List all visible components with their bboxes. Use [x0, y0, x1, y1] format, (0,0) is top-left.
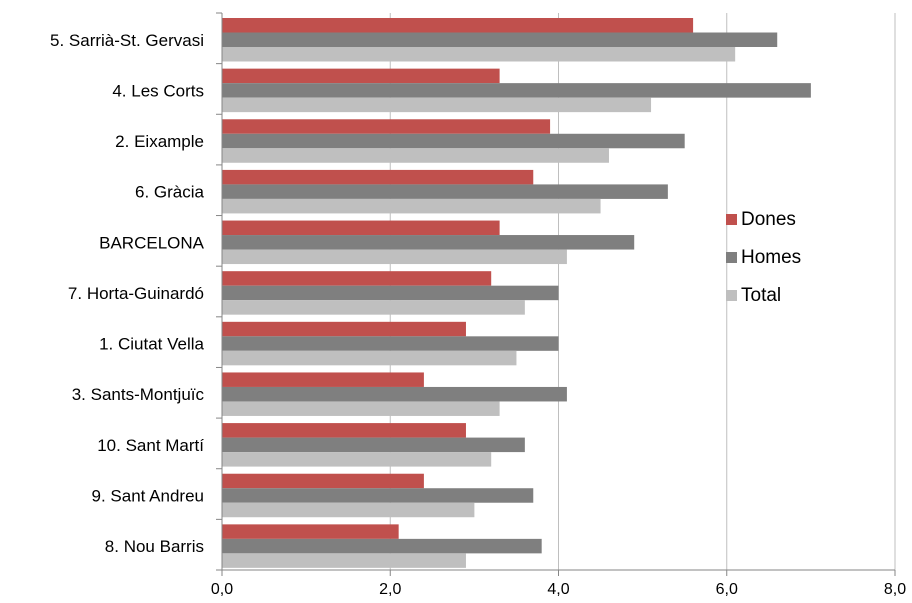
bar-dones: [222, 169, 534, 185]
x-tick-label: 2,0: [379, 581, 401, 598]
bar-homes: [222, 386, 567, 402]
category-label: 10. Sant Martí: [97, 436, 204, 455]
bar-total: [222, 502, 475, 518]
bar-dones: [222, 423, 466, 438]
bar-total: [222, 401, 500, 416]
bar-total: [222, 47, 736, 62]
bar-homes: [222, 336, 559, 351]
category-label: 5. Sarrià-St. Gervasi: [50, 31, 204, 50]
bar-dones: [222, 220, 500, 236]
category-label: 4. Les Corts: [112, 81, 204, 100]
category-label: 7. Horta-Guinardó: [68, 284, 204, 303]
bars: [222, 18, 811, 568]
category-labels: 5. Sarrià-St. Gervasi 4. Les Corts 2. Eixa…: [50, 31, 205, 556]
legend-swatch-total: [726, 290, 737, 301]
bar-total: [222, 198, 601, 214]
bar-homes: [222, 133, 685, 149]
bar-homes: [222, 538, 542, 554]
bar-total: [222, 350, 517, 366]
bar-dones: [222, 473, 424, 489]
legend: Dones Homes Total: [726, 209, 801, 306]
axes: [216, 12, 896, 576]
x-tick-label: 8,0: [884, 581, 906, 598]
bar-total: [222, 452, 492, 467]
bar-total: [222, 553, 466, 568]
bar-total: [222, 97, 652, 113]
category-label: 9. Sant Andreu: [92, 486, 204, 505]
bar-dones: [222, 119, 551, 134]
category-label: 6. Gràcia: [135, 183, 205, 202]
bar-homes: [222, 488, 534, 503]
category-label: 1. Ciutat Vella: [99, 335, 204, 354]
bar-dones: [222, 372, 424, 387]
category-label: 8. Nou Barris: [105, 537, 204, 556]
category-label: 2. Eixample: [115, 132, 204, 151]
bar-total: [222, 249, 567, 265]
bar-homes: [222, 437, 525, 453]
legend-label-homes: Homes: [741, 247, 801, 268]
legend-swatch-dones: [726, 214, 737, 225]
x-tick-label: 0,0: [211, 581, 233, 598]
legend-label-total: Total: [741, 285, 781, 306]
x-tick-label: 4,0: [547, 581, 569, 598]
bar-homes: [222, 83, 811, 98]
category-label: BARCELONA: [99, 233, 205, 252]
bar-dones: [222, 321, 466, 337]
bar-homes: [222, 235, 635, 250]
bar-homes: [222, 184, 668, 199]
legend-swatch-homes: [726, 252, 737, 263]
bar-homes: [222, 285, 559, 301]
bar-dones: [222, 271, 492, 286]
category-label: 3. Sants-Montjuïc: [72, 385, 205, 404]
bar-dones: [222, 68, 500, 84]
bar-total: [222, 148, 609, 163]
x-tick-labels: 0,0 2,0 4,0 6,0 8,0: [211, 581, 906, 598]
bar-dones: [222, 524, 399, 539]
bar-homes: [222, 32, 778, 47]
bar-total: [222, 300, 525, 315]
legend-label-dones: Dones: [741, 209, 796, 230]
x-tick-label: 6,0: [716, 581, 738, 598]
bar-dones: [222, 18, 694, 33]
